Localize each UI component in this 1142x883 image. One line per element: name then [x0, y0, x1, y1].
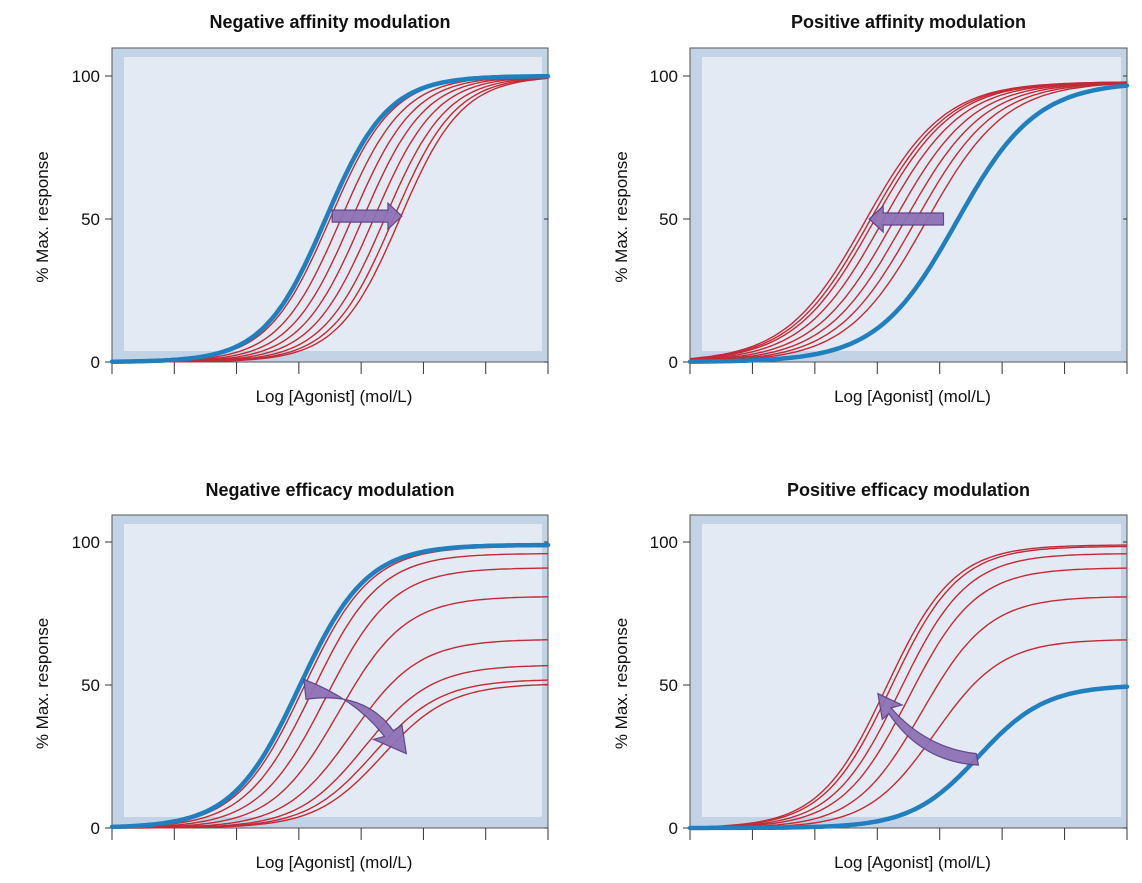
- x-axis-label: Log [Agonist] (mol/L): [834, 853, 991, 872]
- panel-title: Positive efficacy modulation: [787, 480, 1030, 500]
- plot-area: [702, 524, 1121, 817]
- panel-title: Positive affinity modulation: [791, 12, 1026, 32]
- modulation-arrow: [868, 204, 945, 234]
- control-curve: [687, 83, 1130, 364]
- modulated-curve-8: [112, 77, 549, 363]
- modulated-curve-2: [111, 553, 548, 828]
- modulation-arrow: [877, 692, 980, 766]
- modulation-arrow: [303, 678, 408, 755]
- control-curve: [109, 73, 551, 364]
- panel-positive-affinity: Positive affinity modulation 0 50 100 Log [A…: [612, 12, 1130, 406]
- modulated-curve-1: [689, 544, 1127, 828]
- x-axis-label: Log [Agonist] (mol/L): [256, 853, 413, 872]
- modulation-arrow: [331, 201, 403, 231]
- modulated-curve-7: [689, 82, 1128, 362]
- control-curve: [109, 542, 551, 830]
- modulated-curve-5: [689, 81, 1128, 361]
- x-axis-label: Log [Agonist] (mol/L): [256, 387, 413, 406]
- modulated-curve-2: [689, 545, 1128, 828]
- y-tick-label: 0: [669, 353, 678, 372]
- modulated-curve-4: [689, 81, 1128, 361]
- y-tick-label: 100: [72, 533, 100, 552]
- y-tick-label: 0: [91, 819, 100, 838]
- panel-negative-efficacy: Negative efficacy modulation 0 50 100 Log [A…: [33, 480, 551, 872]
- panel-positive-efficacy: Positive efficacy modulation 0 50 100 Log [A…: [612, 480, 1130, 872]
- y-axis-label: % Max. response: [33, 151, 52, 282]
- modulated-curve-8: [689, 82, 1128, 362]
- y-tick-label: 100: [650, 67, 678, 86]
- y-tick-label: 100: [72, 67, 100, 86]
- y-tick-label: 50: [81, 676, 100, 695]
- y-axis-label: % Max. response: [33, 618, 52, 749]
- y-axis-label: % Max. response: [612, 151, 631, 282]
- y-tick-label: 50: [659, 210, 678, 229]
- y-tick-label: 50: [81, 210, 100, 229]
- panel-title: Negative efficacy modulation: [205, 480, 454, 500]
- y-tick-label: 0: [669, 819, 678, 838]
- modulated-curve-3: [689, 553, 1127, 829]
- plot-area: [124, 524, 542, 817]
- x-axis-label: Log [Agonist] (mol/L): [834, 387, 991, 406]
- y-axis-label: % Max. response: [612, 618, 631, 749]
- modulated-curve-4: [112, 596, 548, 829]
- y-tick-label: 100: [650, 533, 678, 552]
- control-curve: [687, 684, 1130, 831]
- panel-title: Negative affinity modulation: [209, 12, 450, 32]
- modulated-curve-4: [690, 567, 1128, 829]
- panel-negative-affinity: Negative affinity modulation 0 50 100 Log [A…: [33, 12, 551, 406]
- y-tick-label: 50: [659, 676, 678, 695]
- y-tick-label: 0: [91, 353, 100, 372]
- modulated-curve-3: [111, 567, 548, 829]
- modulated-curve-8: [111, 683, 549, 829]
